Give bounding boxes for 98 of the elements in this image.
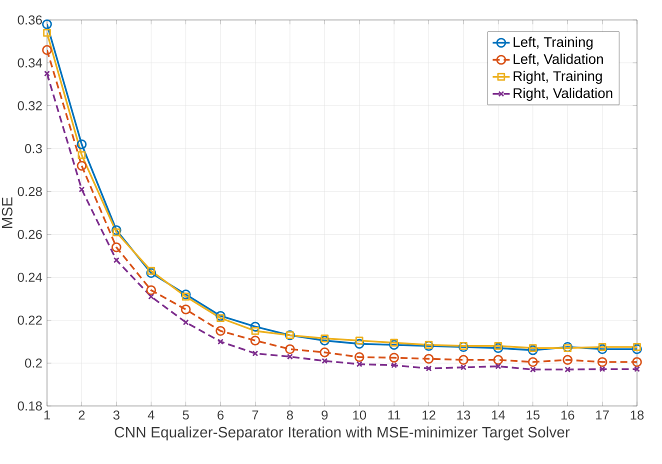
x-tick-label: 9 (322, 410, 328, 420)
x-tick-label: 15 (526, 410, 540, 420)
x-axis-title: CNN Equalizer-Separator Iteration with MSE-minimizer Target Solver (114, 426, 570, 440)
point (285, 344, 295, 354)
point (113, 257, 120, 264)
point (598, 343, 606, 351)
point (218, 338, 224, 345)
point (146, 285, 156, 296)
legend-label: Left, Training (514, 36, 593, 50)
point (322, 358, 328, 364)
legend-label: Right, Validation (514, 88, 612, 101)
y-axis-title: MSE (2, 197, 12, 228)
point (564, 366, 571, 373)
point (286, 354, 293, 360)
point (528, 357, 538, 367)
point (389, 340, 400, 350)
point (112, 228, 120, 236)
point (252, 350, 258, 356)
point (390, 338, 398, 347)
point (424, 354, 434, 364)
y-tick-label: 0.18 (18, 401, 42, 411)
y-tick-label: 0.3 (24, 144, 42, 154)
x-tick-label: 12 (422, 410, 436, 420)
point (530, 366, 536, 373)
point (250, 336, 260, 346)
point (182, 292, 190, 301)
x-tick-label: 10 (353, 410, 366, 420)
x-tick-label: 16 (561, 410, 574, 420)
point (216, 326, 226, 336)
point (320, 336, 330, 346)
point (180, 304, 191, 314)
point (562, 354, 573, 365)
point (355, 336, 364, 345)
point (182, 319, 189, 326)
point (426, 365, 432, 372)
point (493, 354, 504, 365)
point (389, 352, 400, 363)
point (633, 343, 641, 351)
x-tick-label: 1 (44, 410, 50, 420)
point (320, 334, 329, 342)
y-tick-label: 0.32 (18, 101, 42, 110)
x-tick-label: 14 (492, 410, 506, 420)
y-tick-label: 0.28 (18, 186, 42, 196)
point (42, 45, 52, 55)
point (632, 357, 642, 367)
x-tick-label: 2 (78, 410, 85, 420)
point (320, 347, 330, 358)
point (528, 345, 538, 356)
point (44, 70, 50, 77)
x-tick-label: 7 (252, 410, 258, 420)
x-tick-label: 8 (286, 410, 293, 420)
point (460, 364, 466, 370)
point (528, 344, 537, 352)
point (458, 354, 468, 365)
y-tick-label: 0.2 (24, 358, 42, 368)
point (632, 344, 642, 354)
point (216, 314, 224, 322)
x-tick-label: 18 (630, 410, 644, 420)
y-tick-label: 0.22 (18, 316, 42, 325)
point (76, 160, 87, 171)
point (148, 294, 154, 300)
legend-label: Left, Validation (514, 54, 603, 66)
x-tick-label: 13 (457, 410, 470, 420)
x-tick-label: 17 (596, 410, 609, 420)
x-tick-label: 11 (388, 410, 400, 420)
point (250, 322, 260, 332)
point (354, 352, 364, 362)
point (494, 342, 502, 350)
point (391, 362, 398, 368)
y-tick-label: 0.24 (18, 272, 42, 282)
point (147, 266, 156, 275)
point (78, 186, 85, 192)
point (216, 310, 226, 321)
x-tick-label: 3 (113, 410, 120, 420)
point (251, 326, 260, 335)
point (599, 366, 606, 372)
point (597, 357, 608, 367)
x-tick-label: 6 (218, 410, 224, 420)
point (634, 366, 640, 372)
y-tick-label: 0.26 (18, 230, 42, 240)
point (43, 28, 51, 37)
point (78, 151, 86, 160)
point (354, 338, 364, 349)
y-tick-label: 0.36 (18, 15, 42, 25)
legend-label: Right, Training (514, 70, 602, 84)
y-tick-label: 0.34 (18, 58, 42, 68)
point (356, 361, 362, 368)
point (180, 290, 191, 300)
point (42, 19, 52, 30)
x-tick-label: 5 (182, 410, 189, 420)
point (76, 139, 87, 150)
point (495, 363, 502, 370)
point (111, 225, 122, 236)
point (146, 268, 156, 278)
x-tick-label: 4 (148, 410, 154, 420)
point (597, 344, 608, 354)
point (111, 242, 122, 252)
point (493, 343, 504, 354)
